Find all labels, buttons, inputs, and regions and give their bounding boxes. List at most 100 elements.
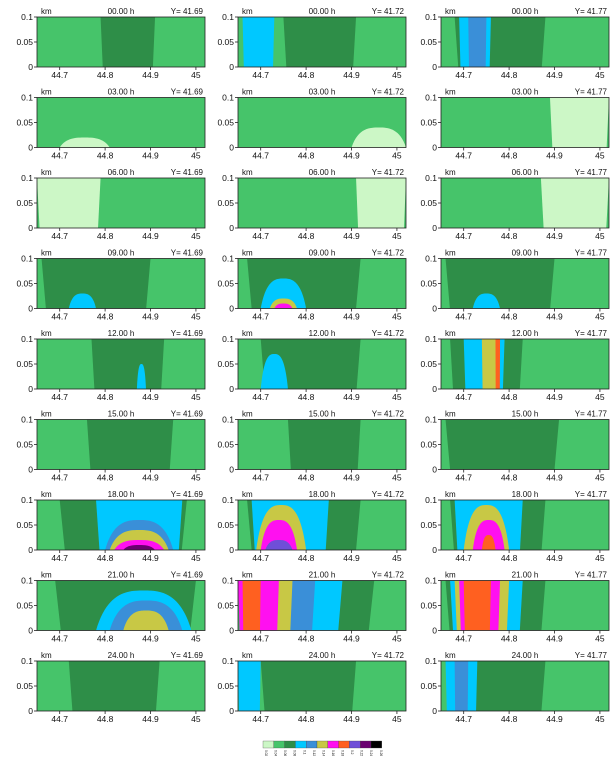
x-tick-label: 44.7 [455, 151, 472, 161]
x-tick-label: 44.7 [455, 231, 472, 241]
x-tick-label: 44.9 [546, 392, 563, 402]
panel-r8-c2: 0.1 0.05 0 44.7 44.8 44.9 45 km 24.00 h Y= 41.77 [420, 651, 610, 724]
y-tick-label: 0.05 [16, 37, 33, 47]
x-tick-label: 44.8 [97, 714, 114, 724]
unit-label: km [41, 490, 52, 499]
time-label: 03.00 h [309, 88, 336, 97]
panel-r4-c2: 0.1 0.05 0 44.7 44.8 44.9 45 km 12.00 h Y= 41.77 [420, 329, 610, 402]
y-tick-label: 0.05 [217, 520, 234, 530]
time-label: 06.00 h [309, 168, 336, 177]
panel-r6-c0: 0.1 0.05 0 44.7 44.8 44.9 45 km 18.00 h Y= 41.69 [16, 490, 206, 563]
unit-label: km [445, 7, 456, 16]
panel-r7-c0: 0.1 0.05 0 44.7 44.8 44.9 45 km 21.00 h Y= 41.69 [16, 571, 206, 644]
unit-label: km [242, 88, 253, 97]
x-tick-label: 44.8 [298, 473, 315, 483]
section-y-label: Y= 41.72 [372, 410, 405, 419]
y-tick-label: 0.1 [222, 254, 234, 264]
x-tick-label: 44.8 [97, 392, 114, 402]
unit-label: km [445, 490, 456, 499]
x-tick-label: 44.9 [546, 70, 563, 80]
unit-label: km [242, 490, 253, 499]
x-tick-label: 44.9 [142, 70, 159, 80]
contour-region [445, 419, 560, 470]
contour-region [91, 339, 165, 389]
time-label: 12.00 h [309, 329, 336, 338]
contour-region [260, 661, 357, 711]
y-tick-label: 0 [28, 304, 33, 314]
unit-label: km [242, 651, 253, 660]
x-tick-label: 44.7 [252, 392, 269, 402]
x-tick-label: 44.7 [51, 231, 68, 241]
contour-region [100, 17, 156, 67]
y-tick-label: 0 [229, 62, 234, 72]
time-label: 06.00 h [512, 168, 539, 177]
contour-region [287, 419, 361, 470]
unit-label: km [445, 651, 456, 660]
x-tick-label: 44.9 [142, 392, 159, 402]
y-tick-label: 0 [28, 143, 33, 153]
y-tick-label: 0.1 [222, 173, 234, 183]
x-tick-label: 44.7 [455, 634, 472, 644]
x-tick-label: 44.9 [546, 473, 563, 483]
section-y-label: Y= 41.72 [372, 651, 405, 660]
section-y-label: Y= 41.69 [171, 651, 204, 660]
y-tick-label: 0 [432, 545, 437, 555]
section-y-label: Y= 41.69 [171, 490, 204, 499]
x-tick-label: 44.9 [142, 634, 159, 644]
y-tick-label: 0.05 [16, 118, 33, 128]
time-label: 18.00 h [309, 490, 336, 499]
panel-r1-c1: 0.1 0.05 0 44.7 44.8 44.9 45 km 03.00 h Y= 41.72 [217, 88, 407, 161]
time-label: 09.00 h [108, 249, 135, 258]
time-label: 12.00 h [512, 329, 539, 338]
panel-r8-c1: 0.1 0.05 0 44.7 44.8 44.9 45 km 24.00 h Y= 41.72 [217, 651, 407, 724]
y-tick-label: 0.1 [21, 415, 33, 425]
panel-r6-c2: 0.1 0.05 0 44.7 44.8 44.9 45 km 18.00 h Y= 41.77 [420, 490, 610, 563]
x-tick-label: 44.8 [298, 714, 315, 724]
y-tick-label: 0 [432, 626, 437, 636]
y-tick-label: 0.05 [16, 279, 33, 289]
contour-region [356, 178, 406, 228]
x-tick-label: 45 [595, 151, 605, 161]
x-tick-label: 45 [392, 634, 402, 644]
section-y-label: Y= 41.69 [171, 329, 204, 338]
x-tick-label: 44.9 [343, 151, 360, 161]
x-tick-label: 44.7 [51, 312, 68, 322]
y-tick-label: 0.1 [425, 334, 437, 344]
y-tick-label: 0 [28, 62, 33, 72]
time-label: 18.00 h [108, 490, 135, 499]
y-tick-label: 0 [28, 626, 33, 636]
y-tick-label: 0 [28, 465, 33, 475]
section-y-label: Y= 41.69 [171, 571, 204, 580]
time-label: 21.00 h [512, 571, 539, 580]
time-label: 15.00 h [309, 410, 336, 419]
y-tick-label: 0.05 [420, 37, 437, 47]
x-tick-label: 44.8 [97, 151, 114, 161]
y-tick-label: 0.1 [21, 254, 33, 264]
x-tick-label: 44.8 [298, 231, 315, 241]
panel-background [37, 97, 205, 148]
contour-region [86, 419, 174, 470]
y-tick-label: 0.05 [16, 681, 33, 691]
x-tick-label: 45 [191, 312, 201, 322]
contour-region [351, 127, 406, 148]
x-tick-label: 45 [595, 714, 605, 724]
x-tick-label: 45 [392, 553, 402, 563]
section-y-label: Y= 41.69 [171, 410, 204, 419]
section-y-label: Y= 41.77 [575, 249, 608, 258]
colorbar-swatch [306, 740, 318, 749]
time-label: 24.00 h [309, 651, 336, 660]
x-tick-label: 45 [392, 392, 402, 402]
y-tick-label: 0.05 [420, 601, 437, 611]
section-y-label: Y= 41.69 [171, 7, 204, 16]
y-tick-label: 0 [432, 384, 437, 394]
unit-label: km [41, 571, 52, 580]
section-y-label: Y= 41.77 [575, 329, 608, 338]
y-tick-label: 0.1 [222, 334, 234, 344]
x-tick-label: 44.8 [298, 553, 315, 563]
x-tick-label: 44.7 [51, 553, 68, 563]
panel-r2-c2: 0.1 0.05 0 44.7 44.8 44.9 45 km 06.00 h Y= 41.77 [420, 168, 610, 241]
y-tick-label: 0.1 [425, 495, 437, 505]
contour-region [242, 580, 261, 631]
x-tick-label: 44.7 [51, 151, 68, 161]
y-tick-label: 0 [28, 223, 33, 233]
